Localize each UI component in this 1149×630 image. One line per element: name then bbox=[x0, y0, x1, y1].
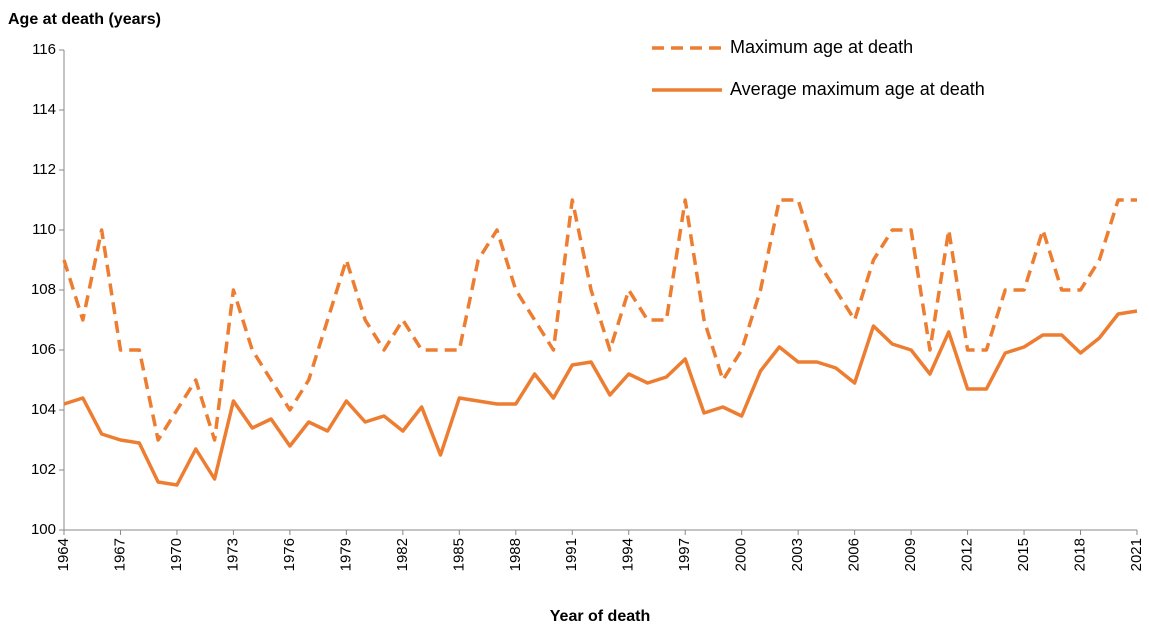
x-tick-label: 1964 bbox=[55, 538, 72, 571]
y-tick-label: 116 bbox=[32, 41, 56, 58]
data-line bbox=[63, 309, 1138, 487]
x-tick-label: 2021 bbox=[1128, 538, 1145, 571]
y-tick-label: 102 bbox=[31, 461, 56, 478]
x-tick-label: 2003 bbox=[789, 538, 806, 571]
x-tick-label: 1994 bbox=[620, 538, 637, 571]
x-tick-label: 2009 bbox=[902, 538, 919, 571]
x-tick-label: 1979 bbox=[337, 538, 354, 571]
x-tick-label: 1997 bbox=[676, 538, 693, 571]
x-tick-label: 1982 bbox=[394, 538, 411, 571]
y-tick-label: 110 bbox=[32, 221, 56, 238]
x-tick-label: 1970 bbox=[168, 538, 185, 571]
x-tick-label: 1991 bbox=[563, 538, 580, 571]
x-tick-label: 2015 bbox=[1015, 538, 1032, 571]
x-tick-label: 1973 bbox=[224, 538, 241, 571]
y-tick-label: 112 bbox=[32, 161, 56, 178]
y-axis-title: Age at death (years) bbox=[8, 11, 161, 28]
x-tick-label: 2018 bbox=[1071, 538, 1088, 571]
x-tick-label: 1976 bbox=[281, 538, 298, 571]
legend-label: Maximum age at death bbox=[730, 37, 913, 57]
x-tick-label: 1967 bbox=[111, 538, 128, 571]
x-axis-title: Year of death bbox=[550, 608, 650, 625]
x-tick-label: 2006 bbox=[846, 538, 863, 571]
x-tick-label: 2012 bbox=[959, 538, 976, 571]
x-tick-label: 2000 bbox=[733, 538, 750, 571]
y-tick-label: 106 bbox=[31, 341, 56, 358]
x-tick-label: 1985 bbox=[450, 538, 467, 571]
legend-label: Average maximum age at death bbox=[730, 79, 985, 99]
data-line bbox=[62, 198, 1137, 442]
y-tick-label: 108 bbox=[31, 281, 56, 298]
x-tick-label: 1988 bbox=[507, 538, 524, 571]
y-tick-label: 100 bbox=[31, 521, 56, 538]
y-tick-label: 104 bbox=[31, 401, 56, 418]
y-tick-label: 114 bbox=[32, 101, 56, 118]
